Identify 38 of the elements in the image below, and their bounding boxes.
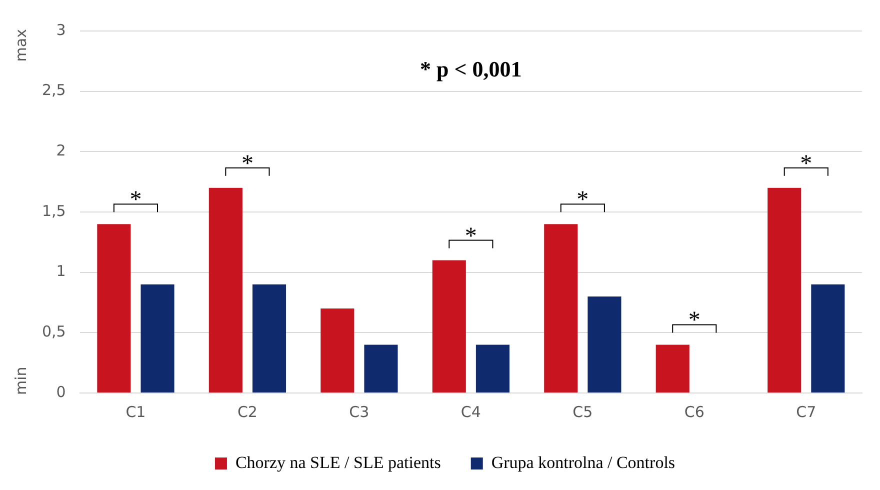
x-tick-label: C7 (796, 402, 816, 421)
y-tick-label: 2,5 (42, 81, 66, 100)
annotation: * (576, 187, 589, 214)
y-tick-label: 1,5 (42, 202, 66, 220)
y-tick-label: 3 (56, 20, 66, 39)
bar (252, 284, 286, 392)
annotation: * (688, 308, 700, 334)
text: min (12, 366, 30, 395)
annotation: * (130, 187, 142, 214)
x-tick-label: C3 (349, 402, 370, 421)
bar (364, 344, 398, 392)
legend-label: Chorzy na SLE / SLE patients (235, 452, 441, 472)
bar (768, 188, 802, 392)
bar (544, 224, 578, 392)
y-tick-label: 0 (56, 382, 66, 401)
y-tick-label: 2 (56, 142, 66, 160)
bar (656, 344, 690, 392)
x-tick-label: C5 (572, 402, 593, 421)
x-tick-label: C2 (237, 402, 258, 421)
bar (97, 224, 131, 392)
annotation: * p < 0,001 (420, 56, 522, 82)
bar (811, 284, 845, 392)
bar (208, 188, 242, 392)
annotation: * (464, 223, 477, 250)
bar (320, 308, 354, 392)
x-tick-label: C4 (460, 402, 481, 421)
bar (588, 296, 622, 392)
x-tick-label: C6 (684, 402, 704, 421)
x-tick-label: C1 (126, 402, 146, 421)
bar (140, 284, 174, 392)
bar (476, 344, 510, 392)
annotation: * (241, 150, 254, 177)
y-tick-label: 0,5 (42, 322, 66, 341)
y-tick-label: 1 (56, 262, 66, 280)
bar (432, 260, 466, 392)
annotation: * (800, 150, 812, 177)
legend-label: Grupa kontrolna / Controls (491, 452, 676, 472)
text: max (12, 28, 30, 62)
